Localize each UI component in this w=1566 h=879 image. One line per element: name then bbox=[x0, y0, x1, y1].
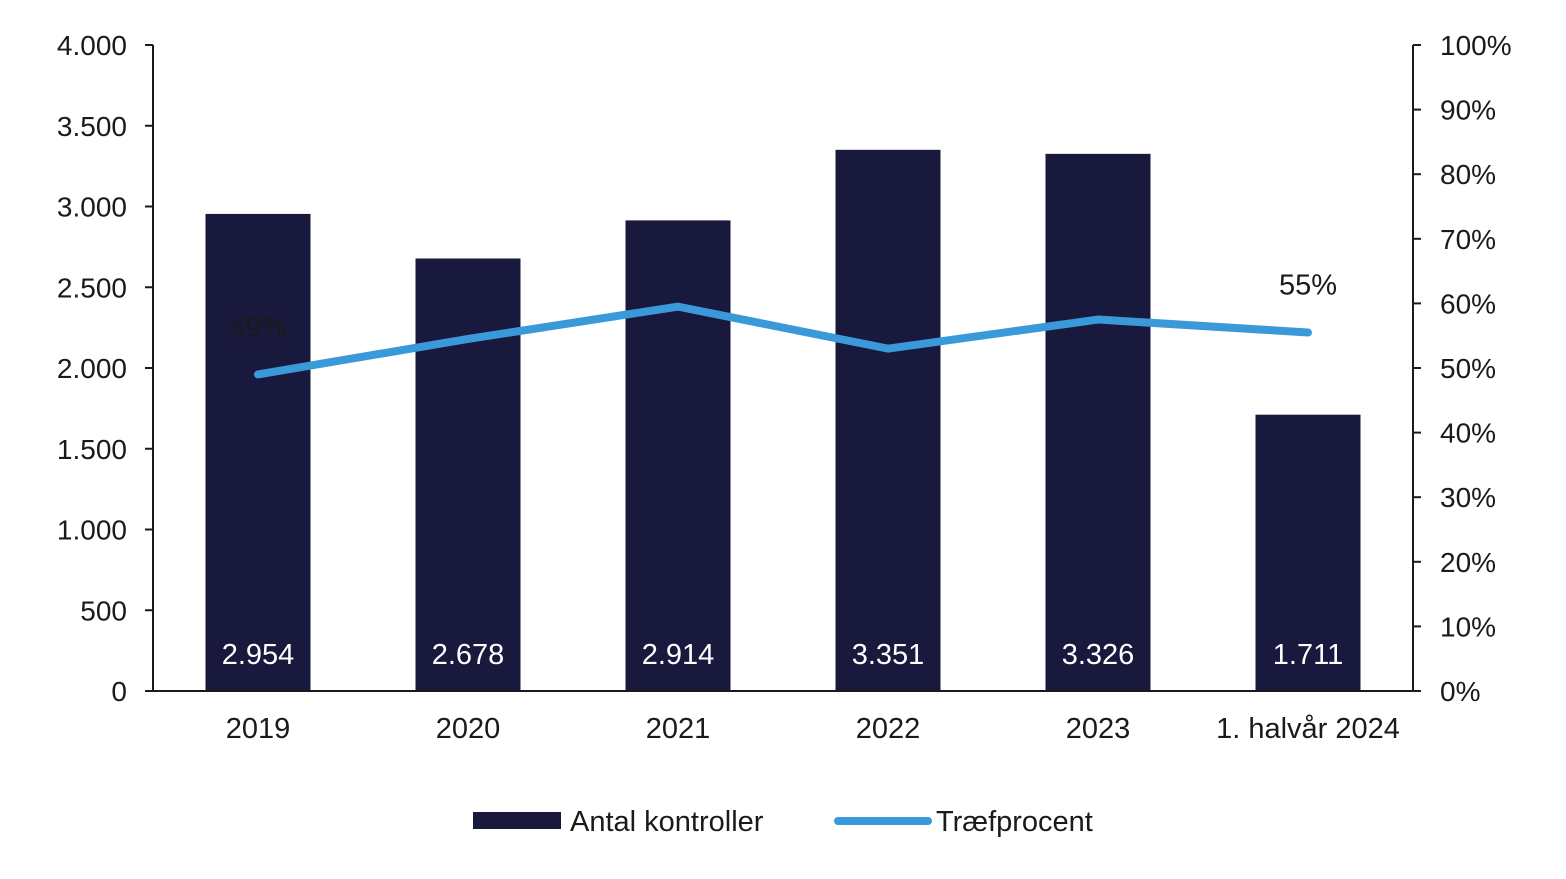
left-tick-label: 0 bbox=[111, 676, 127, 707]
bar-1 bbox=[205, 213, 311, 691]
line-value-label: 49% bbox=[229, 311, 287, 343]
left-tick-label: 3.000 bbox=[57, 192, 127, 223]
x-category-labels: 2019 2020 2021 2022 2023 1. halvår 2024 bbox=[226, 713, 1400, 745]
bar-4 bbox=[835, 149, 941, 692]
x-tick-label: 2019 bbox=[226, 713, 291, 745]
left-y-ticks: 0 500 1.000 1.500 2.000 2.500 3.000 3.500 4.000 bbox=[57, 30, 153, 707]
x-tick-label: 2022 bbox=[856, 713, 921, 745]
legend-swatch-bar bbox=[473, 812, 561, 829]
left-tick-label: 2.500 bbox=[57, 272, 127, 303]
left-tick-label: 3.500 bbox=[57, 111, 127, 142]
left-tick-label: 1.500 bbox=[57, 434, 127, 465]
left-tick-label: 500 bbox=[80, 595, 127, 626]
axes bbox=[152, 45, 1414, 692]
line-series-traefprocent bbox=[254, 302, 1312, 379]
bar-value-label: 2.954 bbox=[222, 639, 295, 671]
bar-3 bbox=[625, 220, 731, 692]
right-tick-label: 10% bbox=[1440, 611, 1496, 642]
left-tick-label: 4.000 bbox=[57, 30, 127, 61]
bar-5 bbox=[1045, 153, 1151, 691]
right-tick-label: 90% bbox=[1440, 95, 1496, 126]
right-tick-label: 30% bbox=[1440, 482, 1496, 513]
x-tick-label: 2023 bbox=[1066, 713, 1131, 745]
bar-value-label: 2.678 bbox=[432, 639, 505, 671]
right-tick-label: 70% bbox=[1440, 224, 1496, 255]
bar-value-label: 3.351 bbox=[852, 639, 925, 671]
legend-label-line: Træfprocent bbox=[936, 806, 1093, 838]
right-tick-label: 0% bbox=[1440, 676, 1480, 707]
left-tick-label: 1.000 bbox=[57, 515, 127, 546]
legend: Antal kontroller Træfprocent bbox=[473, 806, 1093, 838]
right-y-ticks: 0% 10% 20% 30% 40% 50% 60% 70% 80% 90% 100% bbox=[1413, 30, 1512, 707]
line-data-labels: 49% 55% bbox=[229, 269, 1337, 343]
line-value-label: 55% bbox=[1279, 269, 1337, 301]
x-tick-label: 2021 bbox=[646, 713, 711, 745]
bar-value-label: 3.326 bbox=[1062, 639, 1135, 671]
right-tick-label: 100% bbox=[1440, 30, 1512, 61]
bar-6 bbox=[1255, 414, 1361, 691]
right-tick-label: 50% bbox=[1440, 353, 1496, 384]
right-tick-label: 80% bbox=[1440, 159, 1496, 190]
line-path bbox=[254, 302, 1312, 379]
bar-2 bbox=[415, 258, 521, 691]
bar-data-labels: 2.954 2.678 2.914 3.351 3.326 1.711 bbox=[222, 639, 1344, 671]
right-tick-label: 60% bbox=[1440, 288, 1496, 319]
legend-label-bar: Antal kontroller bbox=[570, 806, 764, 838]
bar-value-label: 2.914 bbox=[642, 639, 715, 671]
bar-series-antal-kontroller bbox=[205, 149, 1361, 692]
right-tick-label: 20% bbox=[1440, 547, 1496, 578]
left-tick-label: 2.000 bbox=[57, 353, 127, 384]
x-tick-label: 1. halvår 2024 bbox=[1216, 713, 1400, 745]
bar-value-label: 1.711 bbox=[1273, 639, 1343, 671]
right-tick-label: 40% bbox=[1440, 418, 1496, 449]
x-tick-label: 2020 bbox=[436, 713, 501, 745]
